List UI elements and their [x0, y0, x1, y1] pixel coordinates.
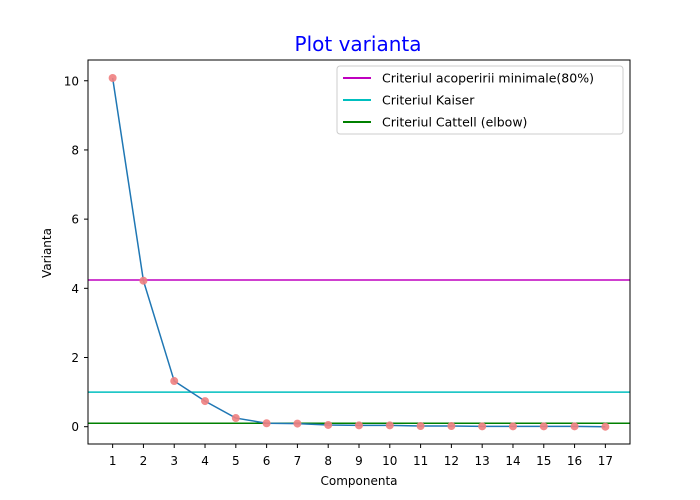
data-point-1 — [108, 73, 117, 82]
plot-area — [88, 73, 630, 431]
y-tick-label: 0 — [71, 420, 79, 434]
legend-box — [336, 65, 624, 135]
x-tick-label: 13 — [475, 454, 490, 468]
legend-label-1: Criteriul acoperirii minimale(80%) — [382, 71, 594, 86]
x-tick-label: 7 — [294, 454, 302, 468]
x-tick-label: 9 — [355, 454, 363, 468]
x-tick-label: 14 — [505, 454, 520, 468]
x-tick-label: 5 — [232, 454, 240, 468]
x-tick-label: 11 — [413, 454, 428, 468]
x-tick-label: 10 — [382, 454, 397, 468]
y-axis: 0 2 4 6 8 10 — [64, 74, 88, 434]
y-tick-label: 4 — [71, 282, 79, 296]
data-point-2 — [139, 276, 148, 285]
x-tick-label: 2 — [140, 454, 148, 468]
x-tick-label: 12 — [444, 454, 459, 468]
data-point-6 — [262, 419, 271, 428]
y-tick-label: 8 — [71, 143, 79, 157]
x-tick-label: 6 — [263, 454, 271, 468]
y-tick-label: 6 — [71, 213, 79, 227]
y-tick-label: 2 — [71, 351, 79, 365]
y-tick-label: 10 — [64, 74, 79, 88]
data-point-12 — [447, 422, 456, 431]
legend-label-3: Criteriul Cattell (elbow) — [382, 115, 527, 130]
x-axis-title: Componenta — [320, 474, 397, 488]
data-point-4 — [201, 397, 210, 406]
x-tick-label: 4 — [201, 454, 209, 468]
x-tick-label: 3 — [170, 454, 178, 468]
legend-label-2: Criteriul Kaiser — [382, 93, 475, 108]
y-axis-title: Varianta — [40, 228, 54, 278]
data-point-11 — [416, 422, 425, 431]
data-point-17 — [601, 422, 610, 431]
data-point-3 — [170, 377, 179, 386]
data-point-7 — [293, 419, 302, 428]
data-point-15 — [539, 422, 548, 431]
x-tick-label: 15 — [536, 454, 551, 468]
data-point-9 — [355, 421, 363, 430]
x-tick-label: 16 — [567, 454, 582, 468]
x-tick-label: 8 — [324, 454, 332, 468]
x-axis: 1 2 3 4 5 6 7 8 9 10 11 12 13 14 15 16 17 — [109, 444, 613, 468]
data-point-5 — [231, 414, 240, 423]
data-point-10 — [385, 421, 394, 430]
x-tick-label: 1 — [109, 454, 117, 468]
data-point-16 — [570, 422, 579, 431]
legend: Criteriul acoperirii minimale(80%) Criter… — [336, 65, 624, 135]
chart-title: Plot varianta — [295, 32, 422, 56]
data-point-14 — [508, 422, 517, 431]
x-tick-label: 17 — [598, 454, 613, 468]
data-point-13 — [478, 422, 487, 431]
data-point-8 — [324, 420, 333, 429]
